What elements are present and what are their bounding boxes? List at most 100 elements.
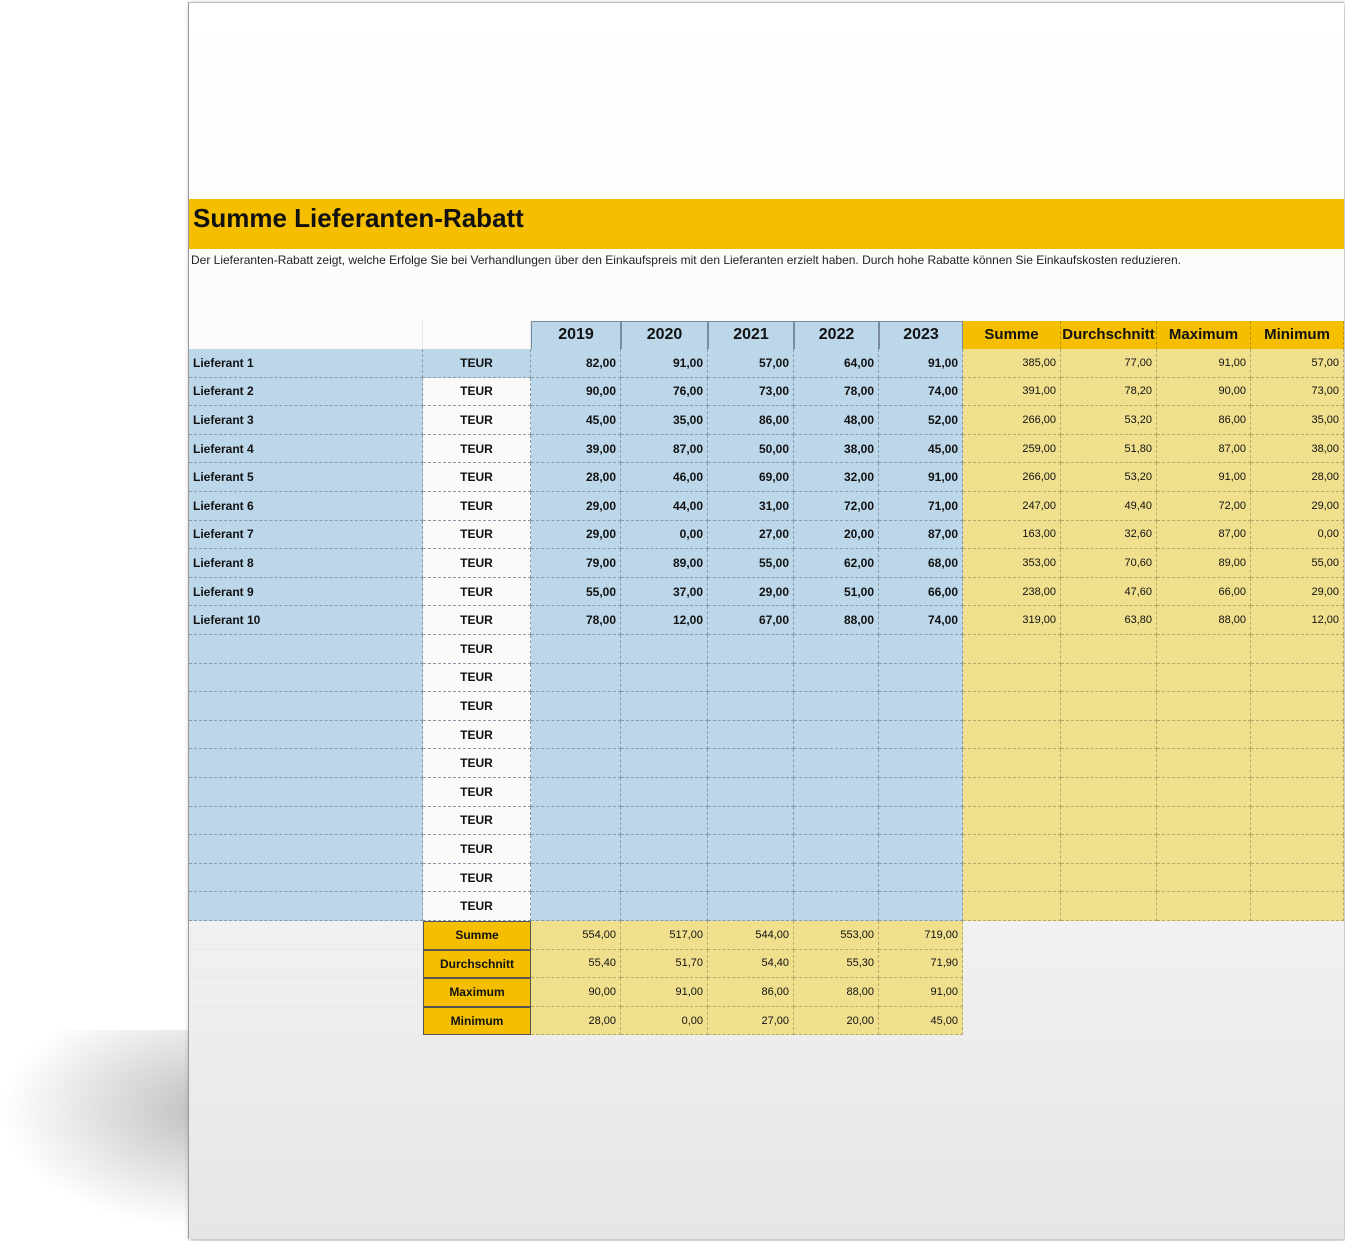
year-value-cell[interactable]: 45,00 (879, 434, 963, 464)
year-value-cell[interactable] (621, 663, 708, 693)
stat-value-cell[interactable]: 72,00 (1157, 492, 1251, 521)
supplier-name-cell[interactable] (189, 720, 423, 750)
stat-value-cell[interactable] (1061, 778, 1157, 807)
stat-value-cell[interactable] (1251, 635, 1344, 664)
summary-value-cell[interactable]: 91,00 (879, 978, 963, 1007)
summary-label[interactable]: Minimum (423, 1006, 531, 1036)
summary-value-cell[interactable]: 91,00 (621, 978, 708, 1007)
supplier-name-cell[interactable]: Lieferant 3 (189, 406, 423, 435)
stat-value-cell[interactable]: 66,00 (1157, 577, 1251, 607)
stat-value-cell[interactable] (1061, 749, 1157, 778)
year-value-cell[interactable]: 74,00 (879, 377, 963, 407)
supplier-name-cell[interactable] (189, 835, 423, 864)
year-value-cell[interactable] (879, 749, 963, 778)
year-value-cell[interactable]: 29,00 (531, 492, 621, 521)
year-value-cell[interactable]: 73,00 (708, 377, 794, 407)
summary-label[interactable]: Maximum (423, 978, 531, 1007)
stat-value-cell[interactable]: 0,00 (1251, 520, 1344, 550)
stat-value-cell[interactable]: 47,60 (1061, 577, 1157, 607)
stat-value-cell[interactable] (1061, 835, 1157, 864)
year-value-cell[interactable]: 20,00 (794, 520, 879, 550)
year-value-cell[interactable]: 90,00 (531, 377, 621, 407)
stat-value-cell[interactable]: 266,00 (963, 406, 1061, 435)
year-value-cell[interactable] (708, 749, 794, 778)
stat-value-cell[interactable]: 88,00 (1157, 606, 1251, 635)
summary-value-cell[interactable]: 88,00 (794, 978, 879, 1007)
year-value-cell[interactable]: 67,00 (708, 606, 794, 635)
unit-cell[interactable]: TEUR (423, 778, 531, 807)
summary-value-cell[interactable]: 544,00 (708, 921, 794, 950)
stat-value-cell[interactable]: 266,00 (963, 463, 1061, 492)
summary-label[interactable]: Summe (423, 921, 531, 950)
unit-cell[interactable]: TEUR (423, 863, 531, 893)
stat-value-cell[interactable] (1251, 663, 1344, 693)
stat-value-cell[interactable]: 353,00 (963, 549, 1061, 578)
summary-value-cell[interactable]: 90,00 (531, 978, 621, 1007)
column-header-maximum[interactable]: Maximum (1157, 321, 1251, 350)
stat-value-cell[interactable] (1251, 720, 1344, 750)
year-value-cell[interactable]: 55,00 (531, 577, 621, 607)
stat-value-cell[interactable]: 29,00 (1251, 492, 1344, 521)
column-header-minimum[interactable]: Minimum (1251, 321, 1344, 350)
stat-value-cell[interactable]: 77,00 (1061, 349, 1157, 378)
year-value-cell[interactable]: 64,00 (794, 349, 879, 378)
unit-cell[interactable]: TEUR (423, 406, 531, 435)
unit-cell[interactable]: TEUR (423, 492, 531, 521)
column-header-durchschnitt[interactable]: Durchschnitt (1061, 321, 1157, 350)
stat-value-cell[interactable]: 91,00 (1157, 349, 1251, 378)
year-value-cell[interactable]: 78,00 (794, 377, 879, 407)
year-value-cell[interactable]: 87,00 (879, 520, 963, 550)
year-value-cell[interactable] (879, 635, 963, 664)
summary-value-cell[interactable]: 55,40 (531, 949, 621, 979)
stat-value-cell[interactable] (1157, 835, 1251, 864)
header-blank[interactable] (423, 321, 531, 350)
stat-value-cell[interactable]: 70,60 (1061, 549, 1157, 578)
header-blank[interactable] (189, 321, 423, 350)
summary-value-cell[interactable]: 0,00 (621, 1006, 708, 1036)
stat-value-cell[interactable] (1157, 863, 1251, 893)
stat-value-cell[interactable] (1157, 749, 1251, 778)
year-value-cell[interactable] (794, 635, 879, 664)
year-value-cell[interactable]: 28,00 (531, 463, 621, 492)
supplier-name-cell[interactable] (189, 692, 423, 721)
year-value-cell[interactable] (879, 778, 963, 807)
year-value-cell[interactable] (621, 635, 708, 664)
stat-value-cell[interactable]: 259,00 (963, 434, 1061, 464)
supplier-name-cell[interactable]: Lieferant 8 (189, 549, 423, 578)
supplier-name-cell[interactable] (189, 892, 423, 921)
year-value-cell[interactable]: 87,00 (621, 434, 708, 464)
stat-value-cell[interactable]: 238,00 (963, 577, 1061, 607)
stat-value-cell[interactable]: 53,20 (1061, 406, 1157, 435)
column-header-2021[interactable]: 2021 (708, 321, 794, 350)
year-value-cell[interactable]: 38,00 (794, 434, 879, 464)
stat-value-cell[interactable] (1251, 692, 1344, 721)
year-value-cell[interactable]: 72,00 (794, 492, 879, 521)
year-value-cell[interactable]: 78,00 (531, 606, 621, 635)
summary-value-cell[interactable]: 27,00 (708, 1006, 794, 1036)
year-value-cell[interactable] (794, 663, 879, 693)
stat-value-cell[interactable]: 51,80 (1061, 434, 1157, 464)
stat-value-cell[interactable] (1157, 692, 1251, 721)
stat-value-cell[interactable] (1157, 635, 1251, 664)
stat-value-cell[interactable] (1157, 778, 1251, 807)
year-value-cell[interactable]: 31,00 (708, 492, 794, 521)
stat-value-cell[interactable] (1061, 863, 1157, 893)
year-value-cell[interactable]: 91,00 (879, 349, 963, 378)
stat-value-cell[interactable] (1251, 749, 1344, 778)
supplier-name-cell[interactable] (189, 806, 423, 836)
stat-value-cell[interactable] (1061, 720, 1157, 750)
year-value-cell[interactable]: 29,00 (531, 520, 621, 550)
supplier-name-cell[interactable]: Lieferant 4 (189, 434, 423, 464)
year-value-cell[interactable] (794, 806, 879, 836)
unit-cell[interactable]: TEUR (423, 520, 531, 550)
summary-value-cell[interactable]: 554,00 (531, 921, 621, 950)
year-value-cell[interactable] (794, 778, 879, 807)
year-value-cell[interactable]: 86,00 (708, 406, 794, 435)
supplier-name-cell[interactable]: Lieferant 7 (189, 520, 423, 550)
stat-value-cell[interactable] (963, 692, 1061, 721)
year-value-cell[interactable] (708, 863, 794, 893)
year-value-cell[interactable] (621, 749, 708, 778)
unit-cell[interactable]: TEUR (423, 806, 531, 836)
unit-cell[interactable]: TEUR (423, 749, 531, 778)
summary-value-cell[interactable]: 71,90 (879, 949, 963, 979)
